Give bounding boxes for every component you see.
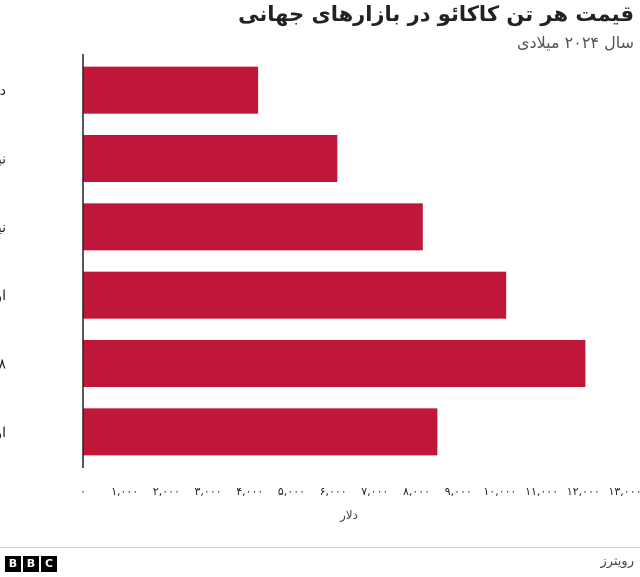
bbc-logo: B B C <box>5 556 57 572</box>
chart-subtitle: سال ۲۰۲۴ میلادی <box>516 33 634 52</box>
category-label: اول آوریل <box>0 287 6 304</box>
category-label: نیمه فوریه <box>0 152 6 168</box>
x-tick-label: ۳,۰۰۰ <box>195 485 222 498</box>
x-tick-label: ۰ <box>80 485 86 498</box>
bbc-logo-letter: B <box>23 556 39 572</box>
category-label: نیمه مارس <box>0 220 6 236</box>
x-tick-label: ۹,۰۰۰ <box>445 485 472 498</box>
category-label: اول مه <box>0 425 6 441</box>
bar <box>83 408 438 456</box>
x-tick-label: ۵,۰۰۰ <box>278 485 305 498</box>
footer-divider <box>0 547 640 548</box>
category-label: دوم ژانویه <box>0 83 6 99</box>
x-tick-label: ۲,۰۰۰ <box>153 485 180 498</box>
x-tick-label: ۶,۰۰۰ <box>320 485 347 498</box>
bar <box>83 66 259 114</box>
x-tick-label: ۱,۰۰۰ <box>111 485 138 498</box>
bar-chart: دوم ژانویه نیمه فوریه نیمه مارس اول آوریل ۱۸… <box>0 54 640 523</box>
x-tick-label: ۱۱,۰۰۰ <box>525 485 558 498</box>
bbc-logo-letter: B <box>5 556 21 572</box>
bar <box>83 135 338 182</box>
bar <box>83 203 423 251</box>
bar <box>83 271 507 319</box>
x-tick-label: ۱۳,۰۰۰ <box>608 485 640 498</box>
bar <box>83 340 586 387</box>
chart-title: قیمت هر تن کاکائو در بازارهای جهانی <box>238 2 634 26</box>
x-tick-label: ۱۰,۰۰۰ <box>483 485 516 498</box>
x-tick-label: ۷,۰۰۰ <box>361 485 388 498</box>
x-axis-label: دلار <box>339 508 358 523</box>
category-label: ۱۸ آوریل <box>0 356 6 373</box>
x-tick-label: ۸,۰۰۰ <box>403 485 430 498</box>
x-tick-label: ۱۲,۰۰۰ <box>567 485 600 498</box>
x-tick-label: ۴,۰۰۰ <box>236 485 263 498</box>
bbc-logo-letter: C <box>41 556 57 572</box>
source-label: رویترز <box>600 554 634 569</box>
